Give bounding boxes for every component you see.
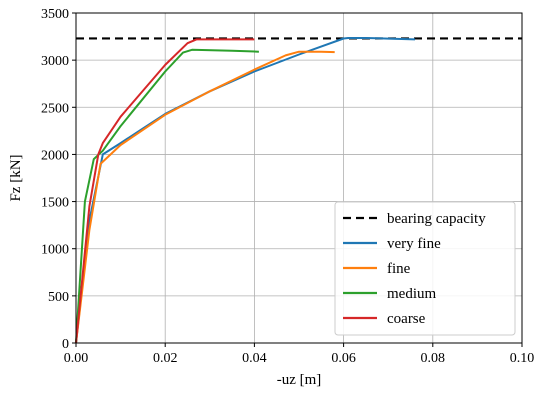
y-axis-label: Fz [kN]	[8, 154, 24, 201]
y-tick-label: 3500	[41, 7, 69, 22]
y-tick-label: 500	[48, 290, 69, 305]
series-line-very-fine	[75, 37, 416, 344]
y-tick-label: 2500	[41, 101, 69, 116]
legend-label: fine	[387, 261, 411, 277]
x-tick-label: 0.00	[64, 351, 89, 366]
y-tick-label: 3000	[41, 54, 69, 69]
legend: bearing capacity very fine fine medium coars…	[334, 201, 516, 336]
x-tick-label: 0.08	[421, 351, 446, 366]
series-line-medium	[75, 48, 259, 344]
y-tick-label: 2000	[41, 148, 69, 163]
series-line-coarse	[75, 38, 255, 344]
y-tick-label: 0	[62, 337, 69, 352]
legend-label: very fine	[387, 236, 441, 252]
x-tick-label: 0.04	[242, 351, 267, 366]
y-tick-label: 1000	[41, 243, 69, 258]
series-line-fine	[75, 50, 335, 344]
y-axis-ticks: 0 500 1000 1500 2000 2500 3000 3500	[41, 7, 76, 352]
legend-label: bearing capacity	[387, 211, 486, 227]
x-axis-ticks: 0.00 0.02 0.04 0.06 0.08 0.10	[64, 343, 535, 366]
x-tick-label: 0.02	[153, 351, 178, 366]
y-tick-label: 1500	[41, 196, 69, 211]
x-axis-label: -uz [m]	[277, 372, 322, 388]
series-layer	[75, 37, 416, 344]
legend-label: coarse	[387, 311, 426, 327]
legend-box	[334, 201, 516, 336]
x-tick-label: 0.10	[510, 351, 535, 366]
x-tick-label: 0.06	[331, 351, 356, 366]
plot-frame	[75, 12, 523, 344]
legend-label: medium	[387, 286, 436, 302]
